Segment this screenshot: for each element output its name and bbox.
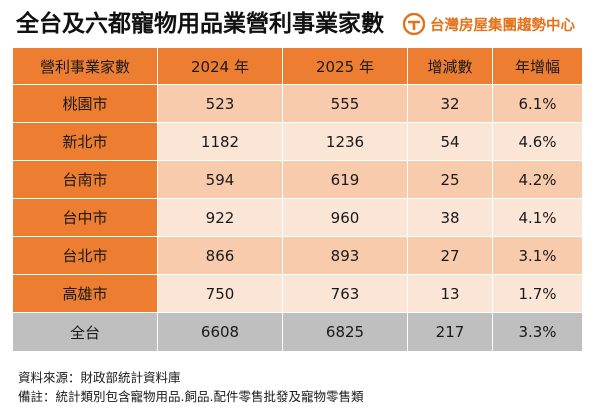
table-row: 台中市 922 960 38 4.1% [12, 198, 583, 237]
table-header-row: 營利事業家數 2024 年 2025 年 增減數 年增幅 [12, 47, 583, 85]
value-2024-cell: 866 [157, 236, 283, 275]
column-header: 增減數 [407, 47, 493, 85]
total-growth-cell: 3.3% [492, 312, 583, 352]
growth-cell: 4.1% [492, 198, 583, 237]
value-2024-cell: 922 [157, 198, 283, 237]
total-2024-cell: 6608 [157, 312, 283, 352]
change-cell: 27 [407, 236, 493, 275]
brand-logo: 台灣房屋集團趨勢中心 [403, 12, 575, 36]
city-cell: 桃園市 [12, 84, 158, 123]
value-2025-cell: 1236 [282, 122, 408, 161]
growth-cell: 4.6% [492, 122, 583, 161]
column-header: 營利事業家數 [12, 47, 158, 85]
growth-cell: 4.2% [492, 160, 583, 199]
change-cell: 54 [407, 122, 493, 161]
change-cell: 32 [407, 84, 493, 123]
value-2025-cell: 619 [282, 160, 408, 199]
footnotes: 資料來源：財政部統計資料庫 備註：統計類別包含寵物用品.飼品.配件零售批發及寵物… [18, 368, 363, 406]
column-header: 年增幅 [492, 47, 583, 85]
city-cell: 台北市 [12, 236, 158, 275]
city-cell: 台中市 [12, 198, 158, 237]
total-label-cell: 全台 [12, 312, 158, 352]
total-2025-cell: 6825 [282, 312, 408, 352]
house-logo-icon [403, 13, 425, 35]
value-2025-cell: 763 [282, 274, 408, 313]
value-2025-cell: 555 [282, 84, 408, 123]
table-row: 高雄市 750 763 13 1.7% [12, 274, 583, 313]
data-table: 營利事業家數 2024 年 2025 年 增減數 年增幅 桃園市 523 555… [12, 47, 583, 352]
value-2024-cell: 594 [157, 160, 283, 199]
source-note: 資料來源：財政部統計資料庫 [18, 370, 181, 385]
brand-name: 台灣房屋集團趨勢中心 [430, 17, 575, 34]
growth-cell: 3.1% [492, 236, 583, 275]
change-cell: 25 [407, 160, 493, 199]
page-title: 全台及六都寵物用品業營利事業家數 [16, 11, 384, 37]
city-cell: 高雄市 [12, 274, 158, 313]
total-row: 全台 6608 6825 217 3.3% [12, 312, 583, 352]
table-row: 台南市 594 619 25 4.2% [12, 160, 583, 199]
table-row: 桃園市 523 555 32 6.1% [12, 84, 583, 123]
value-2025-cell: 893 [282, 236, 408, 275]
city-cell: 台南市 [12, 160, 158, 199]
table-row: 台北市 866 893 27 3.1% [12, 236, 583, 275]
table-row: 新北市 1182 1236 54 4.6% [12, 122, 583, 161]
change-cell: 13 [407, 274, 493, 313]
remark-note: 備註：統計類別包含寵物用品.飼品.配件零售批發及寵物零售類 [18, 389, 364, 404]
value-2024-cell: 523 [157, 84, 283, 123]
value-2024-cell: 1182 [157, 122, 283, 161]
column-header: 2025 年 [282, 47, 408, 85]
value-2025-cell: 960 [282, 198, 408, 237]
change-cell: 38 [407, 198, 493, 237]
city-cell: 新北市 [12, 122, 158, 161]
total-change-cell: 217 [407, 312, 493, 352]
column-header: 2024 年 [157, 47, 283, 85]
growth-cell: 6.1% [492, 84, 583, 123]
value-2024-cell: 750 [157, 274, 283, 313]
growth-cell: 1.7% [492, 274, 583, 313]
